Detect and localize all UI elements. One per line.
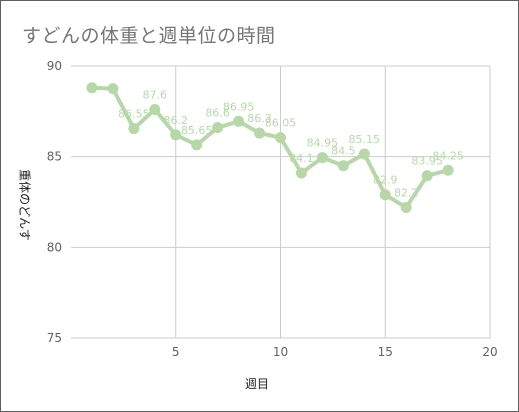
data-point [170, 129, 182, 141]
data-point [254, 127, 266, 139]
data-point [212, 122, 224, 134]
data-label: 82.9 [373, 174, 398, 187]
chart-title: すどんの体重と週単位の時間 [22, 25, 276, 47]
y-tick-label: 90 [47, 59, 62, 73]
data-point [316, 152, 328, 164]
data-label: 86.05 [265, 117, 297, 130]
data-label: 86.3 [247, 112, 272, 125]
data-point [149, 104, 161, 116]
data-label: 84.5 [331, 145, 356, 158]
data-point [337, 160, 349, 172]
data-label: 85.15 [349, 133, 381, 146]
data-label: 85.65 [181, 124, 213, 137]
data-point [191, 139, 203, 151]
x-tick-label: 15 [378, 345, 393, 359]
data-label: 86.6 [205, 107, 230, 120]
data-label: 87.6 [143, 89, 168, 102]
data-label: 84.25 [432, 149, 464, 162]
data-point [421, 170, 433, 182]
data-point [107, 83, 119, 95]
data-point [295, 167, 307, 179]
data-label: 86.55 [118, 108, 150, 121]
data-point [233, 115, 245, 127]
data-point [275, 132, 286, 144]
x-tick-label: 20 [482, 345, 497, 359]
data-point [379, 189, 391, 201]
data-point [400, 201, 412, 213]
data-point [442, 164, 454, 176]
x-tick-label: 10 [273, 345, 288, 359]
data-label: 84.1 [289, 152, 314, 165]
data-label: 82.2 [394, 186, 419, 199]
data-label: 86.95 [223, 100, 255, 113]
y-tick-label: 75 [47, 331, 62, 345]
data-point [358, 148, 370, 160]
data-label: 83.95 [411, 155, 443, 168]
data-point [86, 82, 98, 94]
data-label: 84.95 [307, 137, 339, 150]
x-axis-title: 週目 [244, 377, 270, 391]
data-label: 86.2 [164, 114, 189, 127]
y-tick-label: 80 [47, 240, 62, 254]
y-tick-label: 85 [47, 150, 62, 164]
data-point [128, 123, 140, 135]
x-tick-label: 5 [172, 345, 180, 359]
